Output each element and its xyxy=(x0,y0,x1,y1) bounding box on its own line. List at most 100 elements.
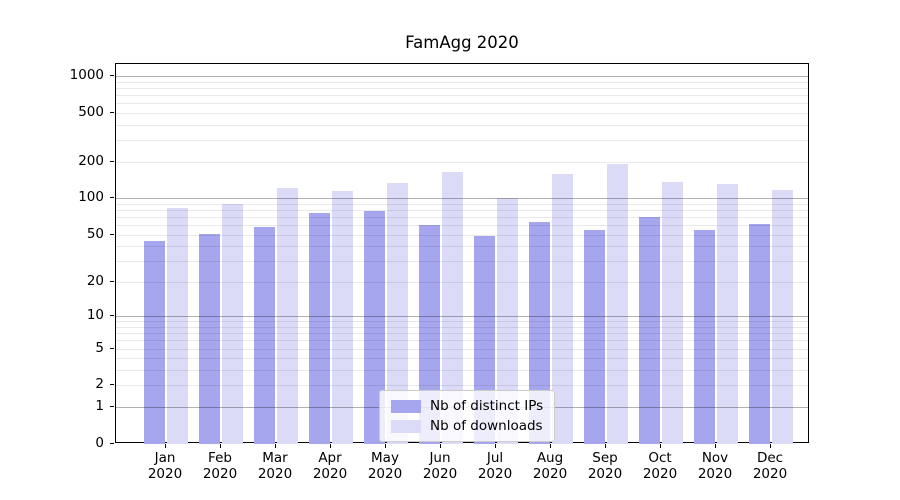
x-tick-label-mar-2020: Mar 2020 xyxy=(245,450,305,482)
bar-distinct-ips-jan-2020 xyxy=(144,241,165,444)
bar-downloads-sep-2020 xyxy=(607,164,628,444)
x-tick-month-dec-2020: Dec xyxy=(756,450,784,466)
bar-distinct-ips-dec-2020 xyxy=(749,224,770,444)
y-tick-label-20: 20 xyxy=(86,272,104,289)
x-tick-year-nov-2020: 2020 xyxy=(697,466,733,482)
bar-downloads-oct-2020 xyxy=(662,181,683,444)
legend-swatch-distinct-ips xyxy=(391,399,421,413)
y-tick-label-0: 0 xyxy=(95,435,104,451)
y-tick-mark-1 xyxy=(110,406,114,408)
x-tick-year-aug-2020: 2020 xyxy=(532,466,568,482)
x-tick-mark-mar-2020 xyxy=(275,444,276,448)
x-tick-label-nov-2020: Nov 2020 xyxy=(685,450,745,482)
legend-label-distinct-ips: Nb of distinct IPs xyxy=(430,398,544,414)
y-tick-mark-100 xyxy=(110,197,114,199)
x-tick-label-feb-2020: Feb 2020 xyxy=(190,450,250,482)
x-tick-label-may-2020: May 2020 xyxy=(355,450,415,482)
x-tick-mark-aug-2020 xyxy=(550,444,551,448)
x-tick-label-jul-2020: Jul 2020 xyxy=(465,450,525,482)
y-tick-label-500: 500 xyxy=(78,103,104,120)
y-tick-label-10: 10 xyxy=(86,307,104,324)
y-tick-label-50: 50 xyxy=(86,225,104,242)
x-tick-month-feb-2020: Feb xyxy=(208,450,232,466)
x-tick-month-nov-2020: Nov xyxy=(701,450,729,466)
y-tick-mark-0 xyxy=(110,443,114,444)
x-tick-month-jul-2020: Jul xyxy=(486,450,504,466)
x-tick-year-may-2020: 2020 xyxy=(367,466,403,482)
bars-layer xyxy=(116,64,808,444)
x-tick-mark-nov-2020 xyxy=(715,444,716,448)
x-tick-label-jun-2020: Jun 2020 xyxy=(410,450,470,482)
bar-downloads-jun-2020 xyxy=(442,171,463,444)
y-tick-mark-2 xyxy=(110,384,114,386)
x-tick-mark-may-2020 xyxy=(385,444,386,448)
chart-title: FamAgg 2020 xyxy=(405,33,519,52)
bar-distinct-ips-nov-2020 xyxy=(694,229,715,444)
x-tick-label-apr-2020: Apr 2020 xyxy=(300,450,360,482)
legend-label-downloads: Nb of downloads xyxy=(430,418,543,434)
x-tick-label-aug-2020: Aug 2020 xyxy=(520,450,580,482)
x-tick-mark-feb-2020 xyxy=(220,444,221,448)
y-tick-mark-200 xyxy=(110,160,114,162)
x-tick-month-jun-2020: Jun xyxy=(429,450,451,466)
x-tick-mark-sep-2020 xyxy=(605,444,606,448)
x-tick-month-jan-2020: Jan xyxy=(154,450,176,466)
x-tick-month-mar-2020: Mar xyxy=(262,450,288,466)
bar-distinct-ips-apr-2020 xyxy=(309,212,330,444)
x-tick-month-apr-2020: Apr xyxy=(318,450,342,466)
x-tick-label-oct-2020: Oct 2020 xyxy=(630,450,690,482)
x-tick-year-jul-2020: 2020 xyxy=(477,466,513,482)
x-tick-label-sep-2020: Sep 2020 xyxy=(575,450,635,482)
bar-distinct-ips-sep-2020 xyxy=(584,229,605,444)
x-tick-year-jun-2020: 2020 xyxy=(422,466,458,482)
bar-distinct-ips-may-2020 xyxy=(364,211,385,444)
bar-distinct-ips-mar-2020 xyxy=(254,226,275,444)
bar-downloads-jan-2020 xyxy=(167,207,188,444)
y-tick-label-1000: 1000 xyxy=(69,67,104,83)
x-tick-label-jan-2020: Jan 2020 xyxy=(135,450,195,482)
y-tick-mark-10 xyxy=(110,315,114,317)
x-tick-mark-jul-2020 xyxy=(495,444,496,448)
x-tick-year-apr-2020: 2020 xyxy=(312,466,348,482)
bar-downloads-dec-2020 xyxy=(772,189,793,444)
x-tick-year-mar-2020: 2020 xyxy=(257,466,293,482)
legend-item-distinct-ips: Nb of distinct IPs xyxy=(391,399,543,413)
bar-distinct-ips-aug-2020 xyxy=(529,222,550,444)
bar-downloads-aug-2020 xyxy=(552,174,573,444)
x-tick-year-dec-2020: 2020 xyxy=(752,466,788,482)
bar-distinct-ips-jun-2020 xyxy=(419,225,440,444)
y-tick-mark-5 xyxy=(110,347,114,349)
plot-area: Nb of distinct IPs Nb of downloads xyxy=(115,63,809,444)
x-tick-year-sep-2020: 2020 xyxy=(587,466,623,482)
x-tick-month-may-2020: May xyxy=(371,450,399,466)
bar-downloads-mar-2020 xyxy=(277,187,298,444)
x-tick-month-oct-2020: Oct xyxy=(648,450,672,466)
x-tick-year-oct-2020: 2020 xyxy=(642,466,678,482)
bar-downloads-apr-2020 xyxy=(332,190,353,444)
bar-downloads-may-2020 xyxy=(387,182,408,444)
y-tick-mark-20 xyxy=(110,280,114,282)
x-tick-mark-apr-2020 xyxy=(330,444,331,448)
y-tick-label-2: 2 xyxy=(95,376,104,393)
bar-downloads-feb-2020 xyxy=(222,203,243,444)
x-tick-year-feb-2020: 2020 xyxy=(202,466,238,482)
legend: Nb of distinct IPs Nb of downloads xyxy=(379,390,556,442)
y-tick-label-1: 1 xyxy=(95,398,104,415)
legend-item-downloads: Nb of downloads xyxy=(391,419,543,433)
x-tick-mark-jun-2020 xyxy=(440,444,441,448)
y-tick-label-5: 5 xyxy=(95,339,104,356)
legend-swatch-downloads xyxy=(391,419,421,433)
x-tick-mark-dec-2020 xyxy=(770,444,771,448)
y-tick-mark-50 xyxy=(110,233,114,235)
y-tick-mark-1000 xyxy=(110,75,114,76)
x-tick-mark-jan-2020 xyxy=(165,444,166,448)
y-tick-label-100: 100 xyxy=(78,189,104,206)
x-tick-month-sep-2020: Sep xyxy=(592,450,618,466)
x-tick-mark-oct-2020 xyxy=(660,444,661,448)
bar-distinct-ips-oct-2020 xyxy=(639,216,660,444)
x-tick-label-dec-2020: Dec 2020 xyxy=(740,450,800,482)
bar-downloads-nov-2020 xyxy=(717,184,738,444)
x-tick-month-aug-2020: Aug xyxy=(536,450,564,466)
bar-downloads-jul-2020 xyxy=(497,198,518,444)
